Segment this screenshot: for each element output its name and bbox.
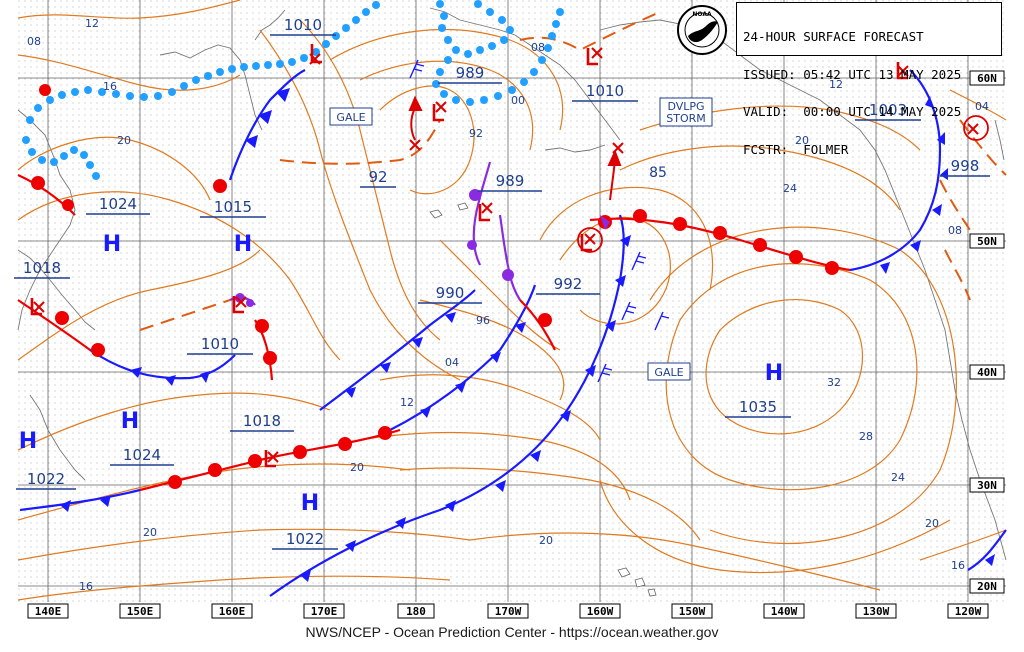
occluded-symbols	[235, 189, 610, 307]
cold-front-triangles	[60, 88, 995, 582]
isobar-label: 00	[511, 94, 525, 107]
warm-front-semicircles	[31, 84, 839, 489]
lat-label: 60N	[977, 72, 997, 85]
high-symbol: H	[765, 361, 783, 386]
high-pressure-label: 1018	[243, 412, 281, 430]
isobar-label: 24	[783, 182, 797, 195]
high-symbol: H	[103, 232, 121, 257]
isobar-label: 92	[469, 127, 483, 140]
isobar-label: 28	[859, 430, 873, 443]
isobar-label: 20	[795, 134, 809, 147]
graticule	[18, 0, 1006, 602]
isobar-label: 12	[85, 17, 99, 30]
lon-label: 180	[406, 605, 426, 618]
low-symbols	[30, 44, 908, 468]
high-pressure-label: 1022	[27, 470, 65, 488]
lat-label: 50N	[977, 235, 997, 248]
pressure-labels: 1010 989 1010 989 992 990 1003 998 1015 …	[14, 16, 990, 550]
isobar-label: 20	[143, 526, 157, 539]
pressure-label: 1010	[586, 82, 624, 100]
isobar-labels: 12 08 16 20 08 00 92 96 04 12 20 20 20 1…	[27, 17, 989, 593]
high-pressure-label: 1035	[739, 398, 777, 416]
pressure-label: 1003	[869, 101, 907, 119]
high-labels: H H H H H H	[19, 232, 783, 516]
pressure-label: 1010	[284, 16, 322, 34]
isobar-label: 16	[951, 559, 965, 572]
isobar-label: 20	[925, 517, 939, 530]
isobar-label: 04	[445, 356, 459, 369]
lon-label: 170W	[495, 605, 522, 618]
isobar-label: 08	[948, 224, 962, 237]
wind-barbs	[409, 59, 670, 383]
lon-label: 130W	[863, 605, 890, 618]
stationary-front	[22, 0, 564, 180]
lon-label: 140W	[771, 605, 798, 618]
lon-label: 160W	[587, 605, 614, 618]
high-pressure-label: 1024	[99, 195, 137, 213]
isobar-label: 08	[27, 35, 41, 48]
high-symbol: H	[121, 409, 139, 434]
high-symbol: H	[301, 491, 319, 516]
high-symbol: H	[234, 232, 252, 257]
isobar-label: 04	[975, 100, 989, 113]
gale-label: GALE	[336, 111, 365, 124]
lon-label: 140E	[35, 605, 62, 618]
isobar-label: 32	[827, 376, 841, 389]
lon-label: 170E	[311, 605, 338, 618]
forecaster: FCSTR: FOLMER	[743, 141, 849, 157]
isobar-label: 85	[649, 165, 667, 181]
pressure-label: 989	[456, 64, 485, 82]
pressure-label: 1015	[214, 198, 252, 216]
lat-label: 40N	[977, 366, 997, 379]
lon-label: 120W	[955, 605, 982, 618]
low-center-markers	[33, 47, 979, 463]
valid-time: VALID: 00:00 UTC 14 MAY 2025	[743, 104, 962, 119]
pressure-label: 92	[368, 168, 387, 186]
pressure-label: 990	[436, 284, 465, 302]
isobar-label: 12	[400, 396, 414, 409]
high-pressure-label: 1018	[23, 259, 61, 277]
high-symbol: H	[19, 429, 37, 454]
low-track-arrows	[408, 95, 622, 201]
lon-label: 150W	[679, 605, 706, 618]
boxed-labels: GALE DVLPG STORM GALE	[329, 97, 713, 381]
storm-label: STORM	[666, 112, 706, 125]
storm-label: DVLPG	[667, 100, 704, 113]
svg-text:NOAA: NOAA	[692, 11, 712, 18]
isobar-label: 12	[829, 78, 843, 91]
issued-time: ISSUED: 05:42 UTC 13 MAY 2025	[743, 66, 962, 82]
lat-label: 30N	[977, 479, 997, 492]
lon-labels: 140E 150E 160E 170E 180 170W 160W 150W 1…	[27, 603, 989, 619]
lat-labels: 60N 50N 40N 30N 20N	[969, 70, 1005, 594]
lon-label: 150E	[127, 605, 154, 618]
high-pressure-label: 1024	[123, 446, 161, 464]
gale-label: GALE	[654, 366, 683, 379]
isobar-label: 24	[891, 471, 905, 484]
pressure-label: 992	[554, 275, 583, 293]
isobar-label: 20	[117, 134, 131, 147]
high-pressure-label: 1022	[286, 530, 324, 548]
lat-label: 20N	[977, 580, 997, 593]
footer-credit: NWS/NCEP - Ocean Prediction Center - htt…	[305, 624, 719, 640]
forecast-info-box: 24-HOUR SURFACE FORECAST ISSUED: 05:42 U…	[736, 2, 1002, 155]
isobar-label: 08	[531, 41, 545, 54]
isobar-label: 96	[476, 314, 490, 327]
lon-label: 160E	[219, 605, 246, 618]
pressure-label: 989	[496, 172, 525, 190]
isobar-label: 20	[539, 534, 553, 547]
map-background	[18, 0, 1006, 602]
noaa-logo: NOAA	[677, 5, 727, 55]
isobar-label: 16	[79, 580, 93, 593]
islands	[429, 202, 657, 597]
product-title: 24-HOUR SURFACE FORECAST	[743, 29, 924, 44]
pressure-label: 998	[951, 157, 980, 175]
pressure-label: 1010	[201, 335, 239, 353]
isobar-label: 16	[103, 80, 117, 93]
isobar-label: 20	[350, 461, 364, 474]
low-circle	[577, 115, 989, 253]
